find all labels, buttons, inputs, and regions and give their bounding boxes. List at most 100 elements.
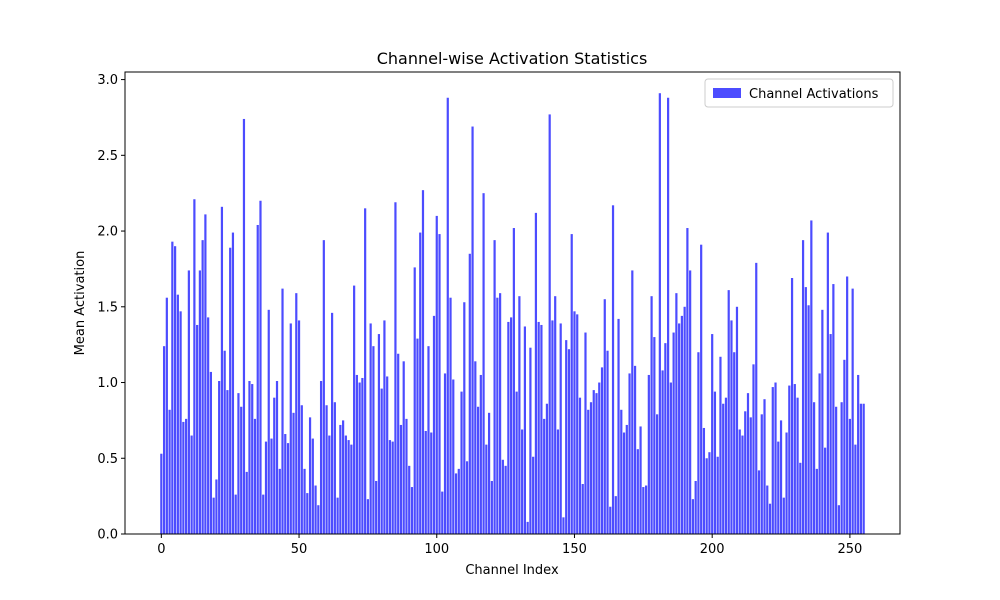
bar — [499, 293, 502, 534]
bar — [245, 471, 248, 534]
bar — [421, 190, 425, 534]
bar — [689, 270, 692, 534]
bar — [314, 485, 317, 534]
bar — [617, 318, 620, 534]
bar — [160, 453, 163, 534]
bar — [738, 429, 741, 534]
x-tick-label: 50 — [291, 542, 308, 557]
bar — [465, 461, 469, 534]
bar — [223, 350, 226, 534]
y-tick-label: 0.5 — [97, 452, 118, 467]
bar — [680, 315, 683, 534]
bar — [353, 285, 356, 534]
bar — [620, 409, 623, 534]
bar — [168, 409, 171, 534]
bar — [333, 402, 336, 534]
bar — [284, 434, 287, 534]
bar — [631, 270, 634, 534]
bar — [774, 382, 777, 534]
bar — [441, 491, 444, 534]
bar — [364, 208, 367, 534]
bar — [584, 332, 587, 534]
bar — [300, 405, 303, 534]
bar — [452, 379, 455, 534]
bar — [325, 405, 328, 534]
bar — [344, 435, 347, 534]
y-tick-label: 3.0 — [97, 73, 118, 88]
bar — [383, 320, 386, 534]
bar — [446, 97, 449, 534]
bar — [185, 418, 188, 534]
bar — [644, 485, 648, 534]
bar — [573, 311, 576, 534]
bar — [410, 487, 414, 534]
bar — [424, 430, 427, 534]
bar — [482, 193, 485, 534]
bar — [380, 388, 383, 534]
bar — [218, 381, 221, 534]
bar — [270, 438, 273, 534]
bar — [851, 288, 854, 534]
bar — [264, 441, 268, 534]
bar — [196, 324, 199, 534]
bar — [567, 349, 571, 534]
bar — [523, 326, 526, 534]
bar — [622, 432, 626, 534]
bar — [262, 494, 265, 534]
bar — [248, 381, 251, 534]
bar — [162, 346, 166, 534]
bar — [176, 294, 179, 534]
bar — [578, 397, 582, 534]
bar — [589, 402, 593, 534]
bar — [510, 317, 513, 534]
bar — [419, 232, 422, 534]
y-tick-label: 0.0 — [97, 528, 118, 543]
bar — [548, 114, 551, 534]
bar — [719, 356, 722, 534]
bar — [487, 412, 491, 534]
bar — [242, 118, 246, 535]
bar — [518, 296, 521, 534]
bar — [226, 390, 229, 534]
bar — [215, 479, 218, 534]
bar — [289, 323, 292, 534]
bar — [713, 391, 717, 534]
bar — [804, 287, 807, 534]
bar — [801, 240, 805, 535]
x-tick-label: 0 — [157, 542, 165, 557]
bar — [317, 505, 320, 534]
bar — [187, 270, 190, 534]
bar — [752, 364, 755, 534]
bar — [432, 315, 436, 534]
bar — [201, 240, 204, 535]
bar — [275, 381, 279, 534]
bar — [826, 232, 829, 534]
bar — [600, 367, 604, 534]
bar — [237, 393, 240, 534]
y-tick-label: 1.5 — [97, 300, 118, 315]
bar — [711, 334, 714, 534]
bar — [598, 382, 601, 534]
bar — [746, 393, 750, 534]
bar — [537, 321, 540, 534]
bar — [694, 480, 697, 534]
bar — [405, 418, 408, 534]
bar — [251, 384, 254, 534]
bar — [193, 199, 196, 534]
bar — [512, 228, 515, 535]
bar — [815, 468, 818, 534]
bar — [576, 314, 579, 534]
bar — [306, 493, 309, 534]
bar — [611, 205, 615, 535]
bar — [675, 293, 678, 534]
bar — [628, 373, 631, 534]
bar — [857, 374, 860, 534]
bar — [443, 373, 447, 534]
bar — [347, 440, 350, 534]
bar — [779, 420, 783, 534]
bar — [171, 241, 174, 534]
bar — [209, 371, 213, 534]
x-axis-label: Channel Index — [465, 563, 559, 578]
bar — [286, 443, 290, 534]
bar — [366, 499, 370, 534]
